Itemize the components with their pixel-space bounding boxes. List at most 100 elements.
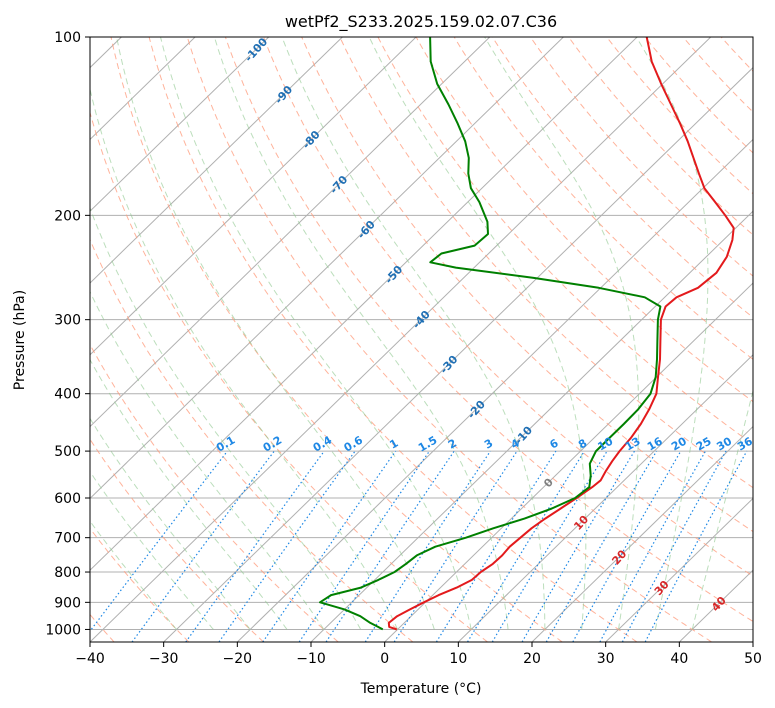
y-tick-label: 1000: [45, 622, 81, 638]
x-tick-label: 50: [744, 651, 762, 667]
dry-adiabat: [90, 343, 339, 642]
mixing-ratio-line: [218, 450, 356, 642]
isotherm-gridline: [90, 37, 712, 642]
isotherm-gridline: [163, 66, 753, 642]
x-tick-label: 20: [523, 651, 541, 667]
y-tick-label: 200: [54, 208, 81, 224]
isotherm-gridline: [531, 425, 753, 642]
moist-adiabat: [691, 388, 753, 630]
dry-adiabat: [759, 37, 775, 642]
x-tick-label: 30: [597, 651, 615, 667]
dry-adiabat: [186, 37, 712, 642]
mixing-ratio-line: [185, 450, 325, 642]
y-tick-label: 800: [54, 565, 81, 581]
dry-adiabat: [453, 37, 753, 360]
moist-adiabat: [90, 470, 214, 630]
moist-adiabat: [281, 37, 546, 630]
mixing-ratio-line: [262, 450, 397, 642]
dry-adiabat: [148, 37, 638, 642]
isotherm-gridline: [90, 37, 564, 500]
isotherm-gridline: [457, 354, 753, 642]
x-tick-label: −40: [75, 651, 105, 667]
mixing-ratio-line: [644, 450, 748, 642]
y-tick-label: 100: [54, 30, 81, 46]
moist-adiabat: [484, 37, 640, 630]
isotherm-gridline: [605, 497, 753, 642]
dry-adiabat: [263, 37, 753, 577]
y-tick-label: 300: [54, 313, 81, 329]
dry-adiabat: [682, 37, 753, 113]
mixing-ratio-lines: [90, 450, 748, 642]
y-tick-label: 600: [54, 491, 81, 507]
sounding-profiles: [319, 37, 735, 631]
x-tick-label: −20: [223, 651, 253, 667]
mixing-ratio-label: 1: [387, 437, 400, 452]
dry-adiabat: [90, 238, 414, 642]
mixing-ratio-line: [621, 450, 727, 642]
dry-adiabat: [301, 37, 753, 533]
moist-adiabat: [90, 290, 325, 630]
dry-adiabat: [644, 37, 753, 154]
dewpoint-profile-line: [319, 37, 662, 631]
x-tick-label: 0: [380, 651, 389, 667]
moist-adiabat: [116, 37, 435, 630]
x-tick-label: 10: [449, 651, 467, 667]
dry-adiabat: [720, 37, 753, 72]
mixing-ratio-line: [599, 450, 707, 642]
y-tick-label: 500: [54, 444, 81, 460]
y-tick-label: 400: [54, 387, 81, 403]
dry-adiabat: [90, 438, 264, 642]
dry-adiabat: [90, 110, 488, 642]
mixing-ratio-line: [572, 450, 682, 642]
mixing-ratio-line: [466, 450, 585, 642]
y-axis-title: Pressure (hPa): [12, 290, 28, 390]
x-axis: −40 −30 −20 −10 0 10 20 30 40 50: [75, 642, 762, 667]
dry-adiabat: [529, 37, 753, 277]
y-tick-label: 700: [54, 531, 81, 547]
dry-adiabat: [415, 37, 753, 403]
dry-adiabat: [110, 37, 563, 642]
mixing-ratio-line: [90, 450, 228, 633]
x-tick-label: −10: [296, 651, 326, 667]
mixing-ratio-label: 6: [548, 436, 561, 451]
isotherm-gridline: [90, 37, 196, 141]
chart-title: wetPf2_S233.2025.159.02.07.C36: [285, 12, 557, 32]
isotherm-gridline: [752, 641, 753, 642]
x-axis-title: Temperature (°C): [360, 681, 482, 697]
y-axis: 100 200 300 400 500 600 700 800 900 1000: [45, 30, 90, 638]
dry-adiabat: [90, 527, 190, 642]
plot-frame: [89, 36, 754, 643]
isotherm-gridline: [90, 37, 638, 571]
moist-adiabat: [213, 37, 509, 630]
moist-adiabat: [368, 37, 587, 630]
moist-adiabat: [90, 417, 251, 630]
isotherm-gridline: [384, 282, 753, 642]
dry-adiabat: [491, 37, 753, 319]
mixing-ratio-line: [393, 450, 518, 642]
isotherm-gridline: [90, 37, 417, 356]
x-tick-label: −30: [149, 651, 179, 667]
dry-adiabat: [339, 37, 753, 489]
mixing-ratio-line: [131, 450, 275, 642]
dry-adiabat: [568, 37, 753, 236]
moist-adiabat: [90, 206, 362, 630]
mixing-ratio-line: [325, 450, 455, 642]
moist-adiabat: [635, 37, 709, 630]
isotherm-gridline: [90, 37, 491, 428]
isotherm-gridline: [90, 37, 270, 212]
mixing-ratio-line: [298, 450, 430, 642]
mixing-ratio-line: [521, 450, 636, 642]
moist-adiabat: [90, 520, 177, 630]
x-tick-label: 40: [670, 651, 688, 667]
mixing-ratio-label: 3: [482, 437, 495, 452]
moist-adiabat: [90, 87, 398, 630]
background-lines: [90, 37, 775, 642]
mixing-ratio-label: 2: [446, 437, 459, 452]
moist-adiabat: [160, 37, 472, 630]
moist-adiabat: [90, 358, 288, 630]
isotherm-gridline: [90, 37, 343, 284]
isotherm-gridline: [236, 138, 753, 642]
dry-adiabat: [224, 37, 753, 623]
